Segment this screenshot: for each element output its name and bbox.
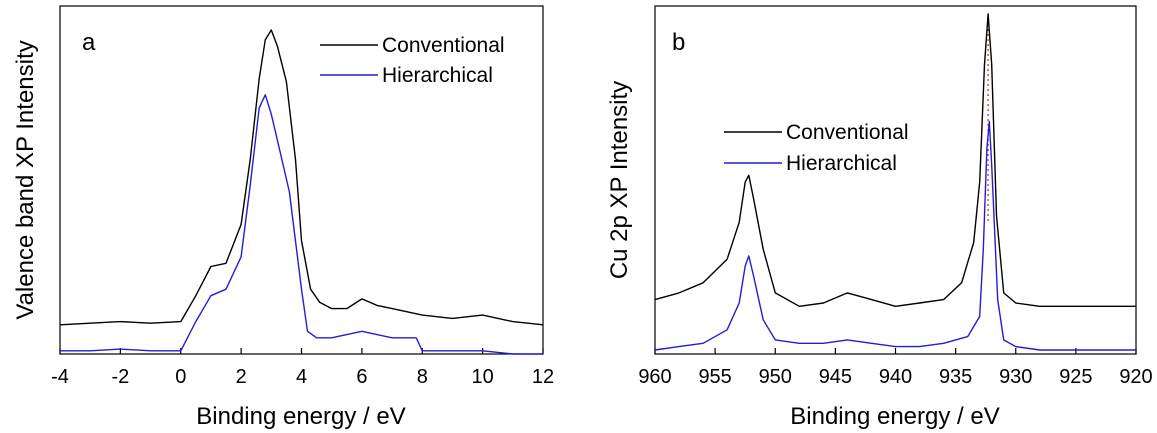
x-tick-label: 925: [1059, 366, 1092, 388]
x-tick-label: 950: [759, 366, 792, 388]
x-tick-label: 940: [879, 366, 912, 388]
x-tick-label: 6: [356, 366, 367, 388]
panel-a: -4 -2 0 2 4 6 8 10 12 a Conventional Hierarchica…: [12, 5, 554, 430]
panel-letter-a: a: [82, 29, 96, 56]
legend-label-conventional-b: Conventional: [786, 121, 909, 144]
x-tick-label: 945: [819, 366, 852, 388]
legend-label-hierarchical-b: Hierarchical: [786, 152, 897, 175]
x-tick-label: 10: [472, 366, 494, 388]
x-tick-label: 930: [999, 366, 1032, 388]
x-tick-label: 920: [1119, 366, 1152, 388]
y-axis-label-a: Valence band XP Intensity: [12, 40, 39, 319]
series-group-a: [59, 29, 544, 355]
x-tick-label: -2: [111, 366, 129, 388]
legend-a: Conventional Hierarchical: [320, 34, 505, 87]
legend-label-conventional-a: Conventional: [382, 34, 505, 57]
x-axis-label-a: Binding energy / eV: [196, 403, 405, 430]
x-ticks-b: 960 955 950 945 940 935 930 925 920: [638, 348, 1153, 388]
series-group-b: [654, 13, 1136, 351]
x-axis-label-b: Binding energy / eV: [790, 403, 999, 430]
panel-letter-b: b: [672, 29, 685, 56]
series-line-hierarchical: [60, 94, 543, 355]
series-line-conventional: [59, 29, 544, 326]
x-tick-label: 8: [417, 366, 428, 388]
x-tick-label: 960: [638, 366, 671, 388]
x-tick-label: 12: [532, 366, 554, 388]
x-tick-label: 4: [296, 366, 307, 388]
panel-b: 960 955 950 945 940 935 930 925 920 b Convention…: [606, 5, 1153, 430]
legend-label-hierarchical-a: Hierarchical: [382, 64, 493, 87]
x-tick-label: 0: [175, 366, 186, 388]
plot-frame-a: [59, 5, 544, 355]
x-tick-label: 955: [698, 366, 731, 388]
x-tick-label: 935: [939, 366, 972, 388]
x-tick-label: 2: [236, 366, 247, 388]
legend-b: Conventional Hierarchical: [724, 121, 909, 175]
series-line-hierarchical: [654, 120, 1136, 351]
x-tick-label: -4: [51, 366, 69, 388]
series-line-conventional: [654, 13, 1136, 307]
plot-frame-b: [654, 5, 1137, 355]
y-axis-label-b: Cu 2p XP Intensity: [606, 81, 633, 279]
